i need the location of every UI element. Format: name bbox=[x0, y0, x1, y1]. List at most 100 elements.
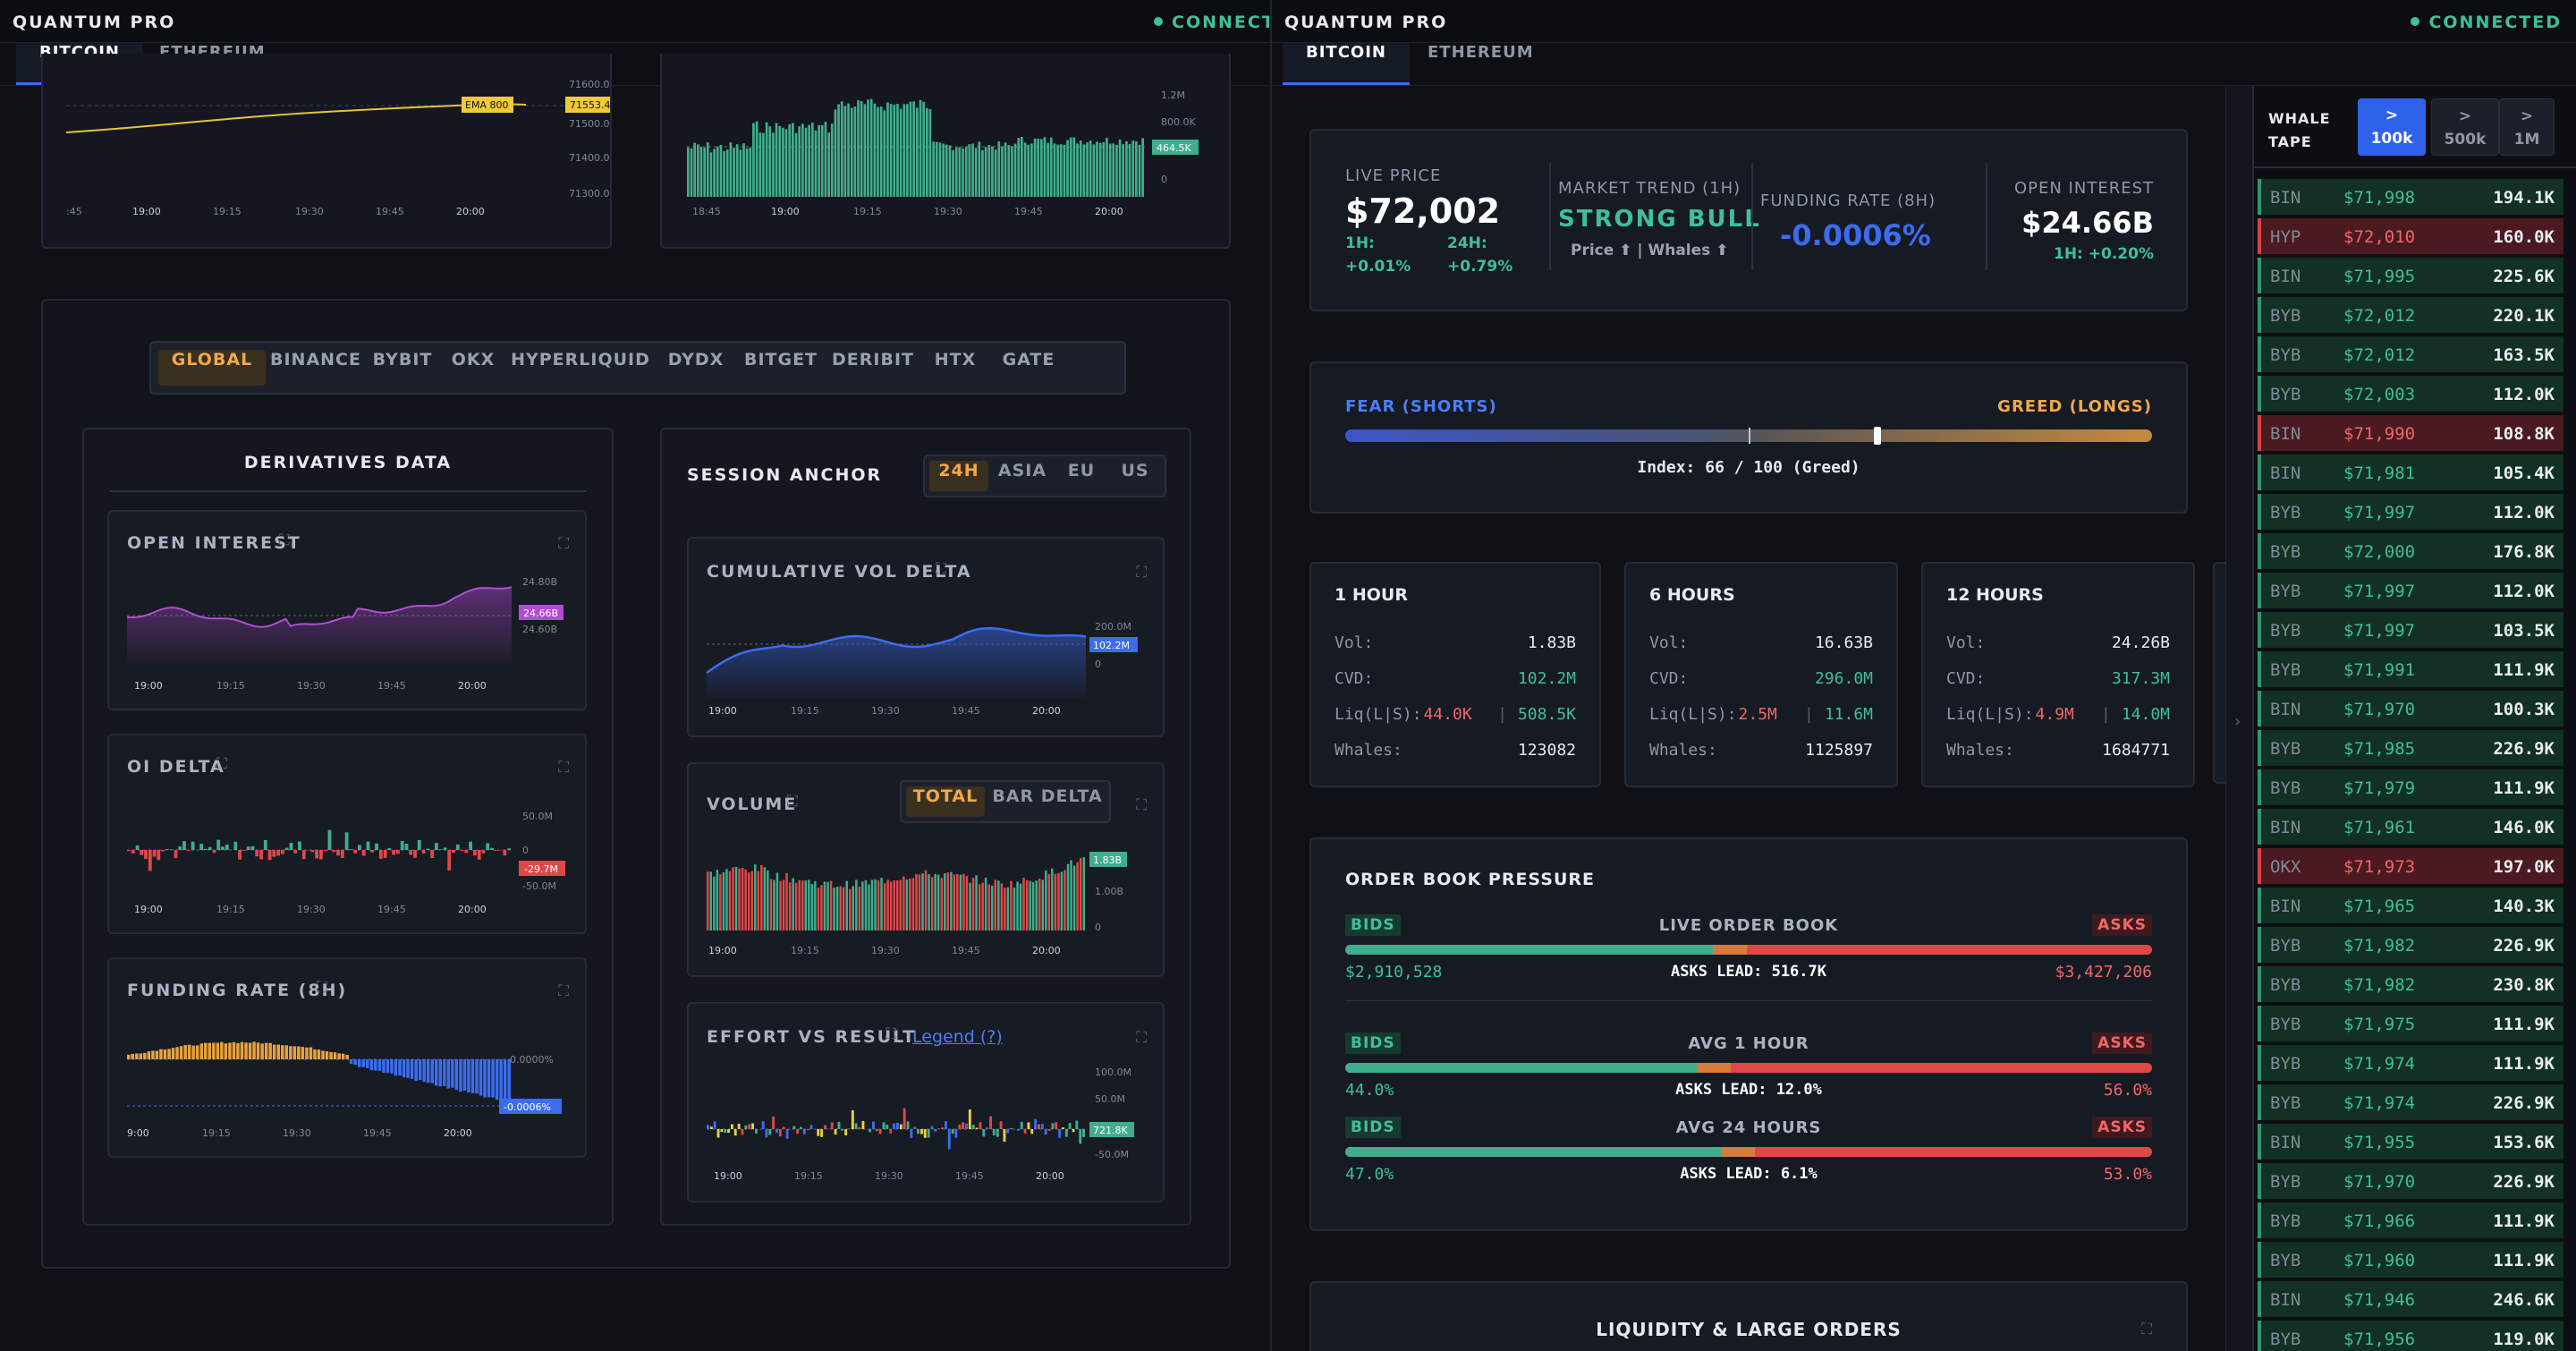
tape-filter-1M[interactable]: >1M bbox=[2499, 98, 2555, 156]
whale-trade-row[interactable]: BYB $71,979 111.9K bbox=[2258, 769, 2563, 805]
exchange-binance[interactable]: BINANCE bbox=[270, 350, 361, 370]
expand-icon[interactable]: ⛶ bbox=[279, 531, 290, 549]
whale-trade-row[interactable]: HYP $72,010 160.0K bbox=[2258, 218, 2563, 254]
whale-trade-row[interactable]: BYB $71,970 226.9K bbox=[2258, 1163, 2563, 1199]
mode-bar-delta[interactable]: BAR DELTA bbox=[992, 786, 1103, 806]
fullscreen-icon[interactable]: ⛶ bbox=[558, 982, 569, 1000]
x-tick: 19:00 bbox=[771, 206, 800, 217]
fullscreen-icon[interactable]: ⛶ bbox=[558, 535, 569, 553]
oi-bar bbox=[1007, 145, 1011, 197]
whale-trade-row[interactable]: BIN $71,970 100.3K bbox=[2258, 691, 2563, 726]
fullscreen-icon[interactable]: ⛶ bbox=[1136, 564, 1147, 582]
oi-bar bbox=[1092, 144, 1096, 197]
whale-trade-row[interactable]: BYB $72,003 112.0K bbox=[2258, 376, 2563, 412]
whale-trade-row[interactable]: BYB $71,974 111.9K bbox=[2258, 1045, 2563, 1081]
ema-line bbox=[65, 102, 527, 133]
whale-trade-row[interactable]: BYB $71,956 119.0K bbox=[2258, 1321, 2563, 1351]
expand-icon[interactable]: ⛶ bbox=[936, 560, 946, 578]
session-asia[interactable]: ASIA bbox=[997, 461, 1047, 480]
chevron-right-icon[interactable]: › bbox=[2234, 712, 2241, 731]
funding-bar bbox=[353, 1059, 357, 1065]
exchange-global[interactable]: GLOBAL bbox=[158, 350, 266, 386]
sidebar-collapse-rail[interactable]: › bbox=[2225, 86, 2252, 1351]
exchange-dydx[interactable]: DYDX bbox=[667, 350, 724, 370]
fullscreen-icon[interactable]: ⛶ bbox=[558, 759, 569, 777]
whale-trade-row[interactable]: BYB $71,974 226.9K bbox=[2258, 1084, 2563, 1120]
trade-size: 226.9K bbox=[2493, 936, 2555, 956]
whale-trade-row[interactable]: BYB $71,997 103.5K bbox=[2258, 612, 2563, 648]
funding-bar bbox=[284, 1045, 288, 1059]
volume-bar bbox=[975, 875, 978, 930]
exchange-deribit[interactable]: DERIBIT bbox=[832, 350, 914, 370]
y-tick: 1.00B bbox=[1095, 886, 1123, 897]
asks-label: ASKS bbox=[2092, 1032, 2152, 1054]
tab-ethereum[interactable]: ETHEREUM bbox=[1428, 43, 1534, 62]
funding-bar bbox=[321, 1050, 325, 1059]
whale-trade-row[interactable]: BYB $71,982 226.9K bbox=[2258, 927, 2563, 963]
trade-price: $71,982 bbox=[2343, 936, 2416, 956]
volume-bar bbox=[779, 880, 782, 930]
tape-filter-500k[interactable]: >500k bbox=[2431, 98, 2499, 156]
whale-trade-row[interactable]: BIN $71,955 153.6K bbox=[2258, 1124, 2563, 1160]
volume-bar bbox=[747, 872, 750, 930]
session-us[interactable]: US bbox=[1121, 461, 1149, 480]
whale-trade-row[interactable]: BIN $71,965 140.3K bbox=[2258, 888, 2563, 923]
volume-bar bbox=[823, 881, 826, 930]
whale-trade-row[interactable]: BYB $71,985 226.9K bbox=[2258, 730, 2563, 766]
whale-trade-row[interactable]: BYB $71,982 230.8K bbox=[2258, 966, 2563, 1002]
whale-trade-row[interactable]: BYB $71,997 112.0K bbox=[2258, 573, 2563, 608]
whale-trade-row[interactable]: BIN $71,981 105.4K bbox=[2258, 455, 2563, 490]
session-eu[interactable]: EU bbox=[1067, 461, 1096, 480]
evr-bar bbox=[709, 1126, 713, 1129]
exchange-okx[interactable]: OKX bbox=[451, 350, 496, 370]
whale-trade-row[interactable]: BYB $72,012 220.1K bbox=[2258, 297, 2563, 333]
exchange-bitget[interactable]: BITGET bbox=[743, 350, 818, 370]
whale-trade-row[interactable]: BYB $71,991 111.9K bbox=[2258, 651, 2563, 687]
mode-total[interactable]: TOTAL bbox=[906, 786, 985, 817]
fullscreen-icon[interactable]: ⛶ bbox=[1136, 796, 1147, 814]
expand-icon[interactable]: ⛶ bbox=[216, 755, 227, 773]
whale-trade-row[interactable]: BYB $71,960 111.9K bbox=[2258, 1242, 2563, 1278]
oi-delta-bar bbox=[284, 847, 289, 850]
whale-trade-row[interactable]: BIN $71,995 225.6K bbox=[2258, 258, 2563, 293]
expand-icon[interactable]: ⛶ bbox=[317, 979, 327, 997]
oi-bar bbox=[964, 147, 968, 197]
whale-trade-row[interactable]: BYB $72,012 163.5K bbox=[2258, 336, 2563, 372]
funding-bar bbox=[135, 1053, 139, 1059]
fullscreen-icon[interactable]: ⛶ bbox=[1136, 1029, 1147, 1047]
change-24h-label: 24H: bbox=[1447, 234, 1487, 252]
exchange-hyperliquid[interactable]: HYPERLIQUID bbox=[511, 350, 650, 370]
whale-trade-row[interactable]: BIN $71,990 108.8K bbox=[2258, 415, 2563, 451]
whale-trade-row[interactable]: BIN $71,998 194.1K bbox=[2258, 179, 2563, 215]
volume-bar bbox=[1000, 883, 1004, 930]
evr-bar bbox=[837, 1121, 841, 1129]
whale-trade-row[interactable]: BYB $71,997 112.0K bbox=[2258, 494, 2563, 530]
legend-link[interactable]: Legend (?) bbox=[912, 1027, 1003, 1047]
balance-marker bbox=[1696, 1063, 1731, 1073]
fullscreen-icon[interactable]: ⛶ bbox=[2141, 1321, 2152, 1338]
funding-bar bbox=[507, 1059, 511, 1101]
evr-bar bbox=[731, 1124, 733, 1129]
tape-filter-100k[interactable]: >100k bbox=[2358, 98, 2426, 156]
session-24h[interactable]: 24H bbox=[929, 461, 988, 491]
volume-bar bbox=[883, 883, 886, 930]
whale-trade-row[interactable]: BIN $71,961 146.0K bbox=[2258, 809, 2563, 845]
exchange-gate[interactable]: GATE bbox=[1002, 350, 1055, 370]
connection-label: CONNECTI bbox=[1172, 13, 1269, 32]
exchange-bybit[interactable]: BYBIT bbox=[372, 350, 433, 370]
expand-icon[interactable]: ⛶ bbox=[886, 1025, 896, 1043]
exchange-htx[interactable]: HTX bbox=[934, 350, 977, 370]
oi-delta-bar bbox=[413, 850, 417, 858]
oi-delta-bar bbox=[191, 841, 195, 850]
oi-bar bbox=[984, 147, 987, 197]
whale-trade-row[interactable]: BYB $71,966 111.9K bbox=[2258, 1202, 2563, 1238]
oi-delta-bar bbox=[358, 845, 361, 850]
whale-trade-row[interactable]: OKX $71,973 197.0K bbox=[2258, 848, 2563, 884]
oi-bar bbox=[719, 145, 723, 197]
tab-bitcoin[interactable]: BITCOIN bbox=[1283, 43, 1410, 85]
funding-bar bbox=[358, 1059, 361, 1067]
expand-icon[interactable]: ⛶ bbox=[787, 793, 798, 811]
whale-trade-row[interactable]: BYB $71,975 111.9K bbox=[2258, 1006, 2563, 1041]
whale-trade-row[interactable]: BYB $72,000 176.8K bbox=[2258, 533, 2563, 569]
whale-trade-row[interactable]: BIN $71,946 246.6K bbox=[2258, 1281, 2563, 1317]
